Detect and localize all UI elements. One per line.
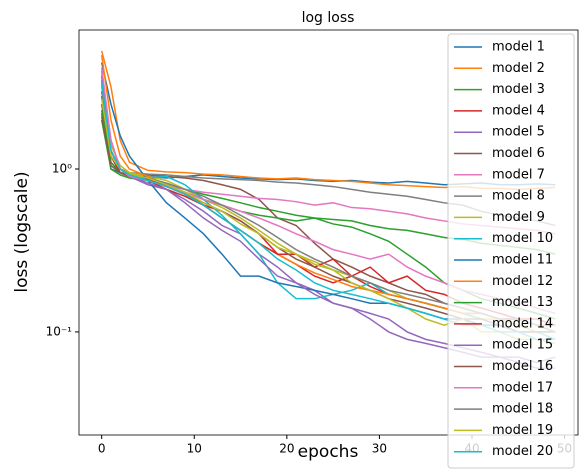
x-axis-label: epochs: [298, 442, 359, 462]
legend-label: model 11: [492, 253, 553, 268]
legend-label: model 19: [492, 423, 553, 438]
legend-label: model 9: [492, 210, 545, 225]
legend-label: model 18: [492, 402, 553, 417]
legend-label: model 16: [492, 359, 553, 374]
legend-box: [447, 33, 575, 469]
legend-label: model 2: [492, 61, 545, 76]
legend-label: model 13: [492, 295, 553, 310]
legend-label: model 3: [492, 82, 545, 97]
y-tick-label: 10⁰: [52, 161, 72, 175]
legend-label: model 17: [492, 380, 553, 395]
y-tick-label: 10⁻¹: [46, 324, 73, 338]
legend-label: model 12: [492, 274, 553, 289]
legend-label: model 20: [492, 444, 553, 459]
x-tick-label: 20: [279, 442, 294, 456]
legend-label: model 1: [492, 40, 545, 55]
plot-frame: [78, 29, 579, 436]
legend-label: model 5: [492, 125, 545, 140]
x-tick-label: 30: [372, 442, 387, 456]
chart-title: log loss: [302, 10, 355, 26]
legend-label: model 6: [492, 146, 545, 161]
legend-label: model 4: [492, 103, 545, 118]
legend-label: model 8: [492, 189, 545, 204]
legend-label: model 15: [492, 338, 553, 353]
x-tick-label: 0: [98, 442, 106, 456]
legend-label: model 14: [492, 316, 553, 331]
legend-label: model 10: [492, 231, 553, 246]
x-tick-label: 10: [187, 442, 202, 456]
y-axis-label: loss (logscale): [12, 171, 32, 292]
legend-label: model 7: [492, 167, 545, 182]
